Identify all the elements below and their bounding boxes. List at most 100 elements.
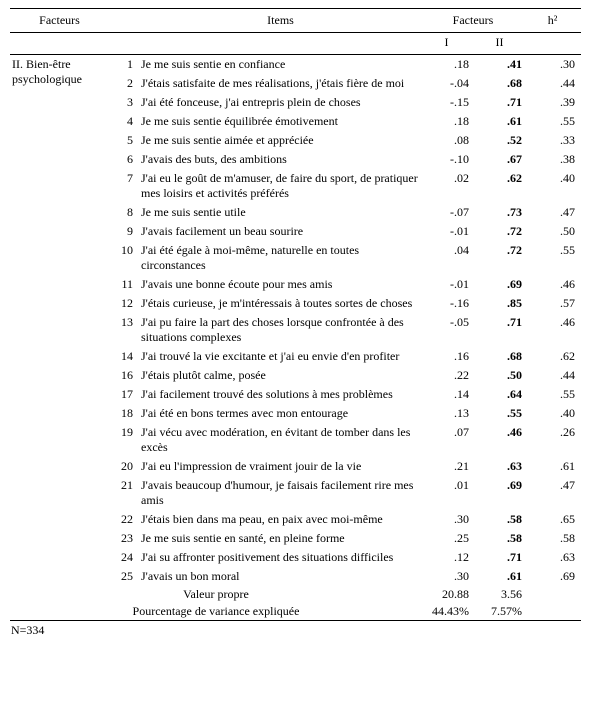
item-number: 17 (109, 385, 139, 404)
item-text: J'ai été égale à moi-même, naturelle en … (139, 241, 422, 275)
communality: .65 (528, 510, 581, 529)
item-number: 19 (109, 423, 139, 457)
communality: .40 (528, 169, 581, 203)
subheader-row: I II (10, 33, 581, 55)
loading-II: .61 (475, 112, 528, 131)
item-number: 1 (109, 55, 139, 75)
loading-II: .63 (475, 457, 528, 476)
loading-I: .30 (422, 510, 475, 529)
item-number: 12 (109, 294, 139, 313)
loading-II: .55 (475, 404, 528, 423)
communality: .46 (528, 313, 581, 347)
loading-II: .69 (475, 476, 528, 510)
loading-II: .68 (475, 74, 528, 93)
item-number: 16 (109, 366, 139, 385)
loading-I: .25 (422, 529, 475, 548)
communality: .50 (528, 222, 581, 241)
loading-II: .67 (475, 150, 528, 169)
communality: .57 (528, 294, 581, 313)
item-text: Je me suis sentie utile (139, 203, 422, 222)
item-number: 23 (109, 529, 139, 548)
item-text: J'ai pu faire la part des choses lorsque… (139, 313, 422, 347)
loading-II: .73 (475, 203, 528, 222)
loading-II: .50 (475, 366, 528, 385)
note: N=334 (10, 621, 581, 640)
item-text: J'ai eu l'impression de vraiment jouir d… (139, 457, 422, 476)
loading-I: .14 (422, 385, 475, 404)
loading-II: .69 (475, 275, 528, 294)
loading-II: .71 (475, 548, 528, 567)
eigen-II: 3.56 (475, 586, 528, 603)
item-text: J'étais bien dans ma peau, en paix avec … (139, 510, 422, 529)
loading-I: -.04 (422, 74, 475, 93)
var-row: Pourcentage de variance expliquée 44.43%… (10, 603, 581, 621)
var-label: Pourcentage de variance expliquée (10, 603, 422, 621)
header-row: Facteurs Items Facteurs h² (10, 9, 581, 33)
item-text: J'étais plutôt calme, posée (139, 366, 422, 385)
communality: .40 (528, 404, 581, 423)
communality: .26 (528, 423, 581, 457)
var-I: 44.43% (422, 603, 475, 621)
item-number: 24 (109, 548, 139, 567)
communality: .46 (528, 275, 581, 294)
item-number: 5 (109, 131, 139, 150)
hdr-facteurs: Facteurs (10, 9, 109, 33)
item-number: 25 (109, 567, 139, 586)
communality: .47 (528, 476, 581, 510)
loading-I: -.01 (422, 275, 475, 294)
loading-I: -.05 (422, 313, 475, 347)
loading-II: .61 (475, 567, 528, 586)
item-number: 14 (109, 347, 139, 366)
factor-label: II. Bien-être psychologique (10, 55, 109, 587)
loading-I: .01 (422, 476, 475, 510)
eigen-label: Valeur propre (10, 586, 422, 603)
loading-I: -.01 (422, 222, 475, 241)
hdr-facteurs2: Facteurs (422, 9, 528, 33)
loading-II: .58 (475, 529, 528, 548)
communality: .55 (528, 112, 581, 131)
table-row: II. Bien-être psychologique1Je me suis s… (10, 55, 581, 75)
loading-I: .18 (422, 55, 475, 75)
item-text: Je me suis sentie aimée et appréciée (139, 131, 422, 150)
item-text: J'étais curieuse, je m'intéressais à tou… (139, 294, 422, 313)
communality: .55 (528, 385, 581, 404)
item-text: J'avais des buts, des ambitions (139, 150, 422, 169)
item-number: 13 (109, 313, 139, 347)
item-number: 3 (109, 93, 139, 112)
loading-I: .04 (422, 241, 475, 275)
item-text: J'avais beaucoup d'humour, je faisais fa… (139, 476, 422, 510)
communality: .30 (528, 55, 581, 75)
communality: .58 (528, 529, 581, 548)
loading-I: -.07 (422, 203, 475, 222)
communality: .55 (528, 241, 581, 275)
item-text: J'ai facilement trouvé des solutions à m… (139, 385, 422, 404)
item-number: 20 (109, 457, 139, 476)
loading-I: .07 (422, 423, 475, 457)
item-number: 7 (109, 169, 139, 203)
item-number: 4 (109, 112, 139, 131)
item-text: Je me suis sentie équilibrée émotivement (139, 112, 422, 131)
loading-II: .85 (475, 294, 528, 313)
loading-II: .68 (475, 347, 528, 366)
communality: .47 (528, 203, 581, 222)
loading-I: .13 (422, 404, 475, 423)
item-text: J'étais satisfaite de mes réalisations, … (139, 74, 422, 93)
communality: .63 (528, 548, 581, 567)
item-number: 2 (109, 74, 139, 93)
item-text: J'ai su affronter positivement des situa… (139, 548, 422, 567)
loading-I: .30 (422, 567, 475, 586)
item-number: 21 (109, 476, 139, 510)
loading-I: .08 (422, 131, 475, 150)
loading-I: .12 (422, 548, 475, 567)
item-text: J'ai eu le goût de m'amuser, de faire du… (139, 169, 422, 203)
loading-I: -.15 (422, 93, 475, 112)
loading-II: .62 (475, 169, 528, 203)
communality: .62 (528, 347, 581, 366)
loading-II: .72 (475, 222, 528, 241)
var-II: 7.57% (475, 603, 528, 621)
factor-table: Facteurs Items Facteurs h² I II II. Bien… (10, 8, 581, 639)
loading-II: .41 (475, 55, 528, 75)
loading-I: .18 (422, 112, 475, 131)
item-text: J'ai vécu avec modération, en évitant de… (139, 423, 422, 457)
loading-II: .71 (475, 313, 528, 347)
